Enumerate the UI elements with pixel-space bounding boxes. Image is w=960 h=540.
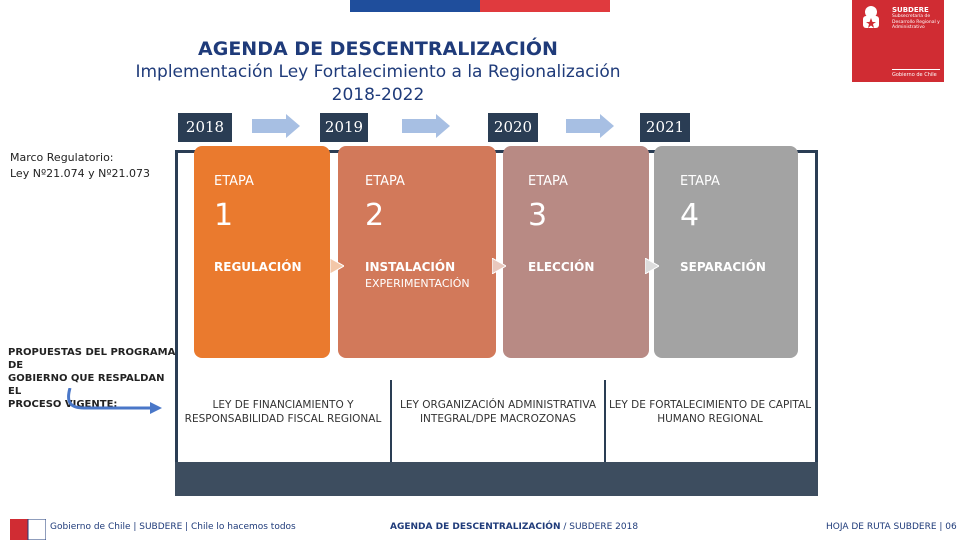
year-label-2021: 2021 [640, 113, 690, 142]
page-subtitle: Implementación Ley Fortalecimiento a la … [135, 62, 621, 82]
stage-sub: EXPERIMENTACIÓN [365, 277, 470, 290]
law-divider [390, 380, 392, 462]
year-label-2020: 2020 [488, 113, 538, 142]
footer-right-text: HOJA DE RUTA SUBDERE | 06 [826, 522, 957, 532]
propuestas-line-1: PROPUESTAS DEL PROGRAMA DE [8, 347, 176, 371]
law-line-1: LEY ORGANIZACIÓN ADMINISTRATIVA [399, 399, 597, 411]
law-line-2: HUMANO REGIONAL [657, 413, 763, 425]
coat-of-arms-icon [863, 6, 879, 28]
footer-center-rest: / SUBDERE 2018 [560, 522, 639, 532]
stage-name: SEPARACIÓN [680, 260, 766, 274]
bottom-band [175, 462, 818, 496]
law-line-1: LEY DE FORTALECIMIENTO DE CAPITAL [608, 399, 812, 411]
stage-etapa-label: ETAPA [365, 174, 405, 189]
law-item: LEY DE FORTALECIMIENTO DE CAPITAL HUMANO… [606, 398, 814, 426]
stage-number: 3 [528, 198, 548, 233]
propuestas-line-2: GOBIERNO QUE RESPALDAN EL [8, 373, 165, 397]
law-line-1: LEY DE FINANCIAMIENTO Y [212, 399, 354, 411]
page-title: AGENDA DE DESCENTRALIZACIÓN [198, 38, 558, 60]
chevron-right-icon [330, 258, 344, 274]
marco-line-1: Marco Regulatorio: [10, 151, 114, 164]
stage-2-box: ETAPA 2 INSTALACIÓN EXPERIMENTACIÓN [338, 146, 496, 358]
law-line-2: RESPONSABILIDAD FISCAL REGIONAL [184, 413, 382, 425]
logo-org-sub: Subsecretaría de Desarrollo Regional y A… [892, 14, 940, 30]
stage-etapa-label: ETAPA [214, 174, 254, 189]
chevron-right-icon [645, 258, 659, 274]
logo-gov: Gobierno de Chile [892, 72, 937, 78]
logo-divider [892, 69, 940, 70]
propuestas-label: PROPUESTAS DEL PROGRAMA DE GOBIERNO QUE … [8, 346, 178, 411]
footer-left-text: Gobierno de Chile | SUBDERE | Chile lo h… [50, 522, 296, 532]
stage-4-box: ETAPA 4 SEPARACIÓN [654, 146, 798, 358]
year-label-2018: 2018 [178, 113, 232, 142]
footer-center-bold: AGENDA DE DESCENTRALIZACIÓN [390, 522, 561, 532]
arrow-right-icon [402, 114, 450, 138]
arrow-right-icon [566, 114, 614, 138]
marco-regulatorio: Marco Regulatorio: Ley Nº21.074 y Nº21.0… [10, 150, 150, 182]
flag-bar-blue [350, 0, 480, 12]
arrow-right-icon [252, 114, 300, 138]
stage-3-box: ETAPA 3 ELECCIÓN [503, 146, 649, 358]
propuestas-line-3: PROCESO VIGENTE: [8, 399, 118, 410]
law-line-2: INTEGRAL/DPE MACROZONAS [419, 413, 577, 425]
stage-name: REGULACIÓN [214, 260, 302, 274]
stage-number: 1 [214, 198, 234, 233]
stage-etapa-label: ETAPA [680, 174, 720, 189]
stage-name: ELECCIÓN [528, 260, 595, 274]
law-item: LEY DE FINANCIAMIENTO Y RESPONSABILIDAD … [180, 398, 386, 426]
chevron-right-icon [492, 258, 506, 274]
curved-arrow-icon [67, 388, 162, 414]
footer-flag-icon [10, 519, 46, 540]
law-item: LEY ORGANIZACIÓN ADMINISTRATIVA INTEGRAL… [394, 398, 602, 426]
stage-etapa-label: ETAPA [528, 174, 568, 189]
flag-bar-red [480, 0, 610, 12]
year-label-2019: 2019 [320, 113, 368, 142]
logo-org: SUBDERE [892, 6, 929, 14]
stage-number: 2 [365, 198, 385, 233]
footer-center: AGENDA DE DESCENTRALIZACIÓN / SUBDERE 20… [390, 522, 638, 532]
page-years-range: 2018-2022 [331, 85, 425, 105]
marco-line-2: Ley Nº21.074 y Nº21.073 [10, 167, 151, 180]
stage-number: 4 [680, 198, 700, 233]
subdere-logo: SUBDERE Subsecretaría de Desarrollo Regi… [852, 0, 944, 82]
law-divider [604, 380, 606, 462]
stage-name: INSTALACIÓN [365, 260, 456, 274]
stage-1-box: ETAPA 1 REGULACIÓN [194, 146, 330, 358]
